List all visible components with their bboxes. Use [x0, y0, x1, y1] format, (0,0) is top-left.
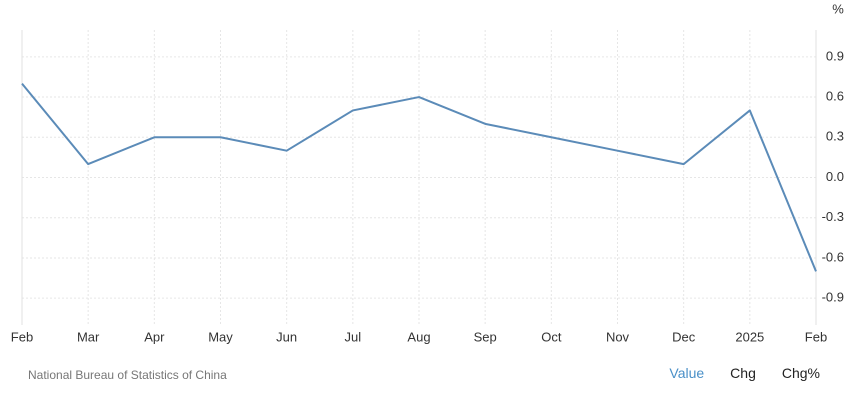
- x-tick-label: Nov: [606, 329, 630, 344]
- view-button[interactable]: Chg: [730, 365, 756, 381]
- data-line: [21, 83, 817, 272]
- x-tick-label: Aug: [407, 329, 430, 344]
- view-buttons: Value Chg Chg%: [669, 365, 820, 381]
- y-unit: %: [832, 1, 844, 16]
- x-tick-label: Mar: [77, 329, 100, 344]
- footer: National Bureau of Statistics of China V…: [0, 362, 860, 390]
- x-tick-label: Dec: [672, 329, 696, 344]
- x-tick-label: May: [208, 329, 233, 344]
- x-tick-label: Apr: [144, 329, 165, 344]
- x-tick-label: Jul: [345, 329, 362, 344]
- y-tick-label: -0.9: [822, 290, 844, 305]
- source: National Bureau of Statistics of China: [28, 368, 227, 382]
- view-button[interactable]: Value: [669, 365, 705, 381]
- y-tick-label: 0.9: [826, 48, 844, 63]
- x-tick-label: Sep: [474, 329, 497, 344]
- x-tick-label: Feb: [11, 329, 33, 344]
- x-tick-label: Oct: [541, 329, 562, 344]
- view-button[interactable]: Chg%: [781, 365, 820, 381]
- y-tick-label: -0.6: [822, 249, 844, 264]
- x-tick-label: Jun: [276, 329, 297, 344]
- chart: % 0.9 0.6 0.3 0.0 -0.3 -0.6 -0.9 Feb Mar Apr May Ju…: [11, 1, 844, 344]
- y-tick-label: -0.3: [822, 209, 844, 224]
- x-tick-label: 2025: [735, 329, 764, 344]
- x-tick-label: Feb: [805, 329, 827, 344]
- y-tick-label: 0.6: [826, 88, 844, 103]
- y-tick-label: 0.0: [826, 169, 844, 184]
- y-tick-label: 0.3: [826, 129, 844, 144]
